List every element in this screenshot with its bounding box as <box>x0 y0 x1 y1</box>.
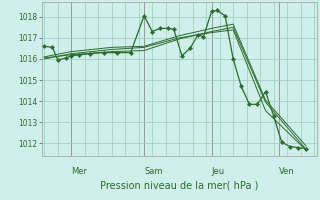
Text: Ven: Ven <box>279 167 295 176</box>
Text: Pression niveau de la mer( hPa ): Pression niveau de la mer( hPa ) <box>100 181 258 191</box>
Text: Mer: Mer <box>71 167 87 176</box>
Text: Sam: Sam <box>144 167 163 176</box>
Text: Jeu: Jeu <box>212 167 225 176</box>
